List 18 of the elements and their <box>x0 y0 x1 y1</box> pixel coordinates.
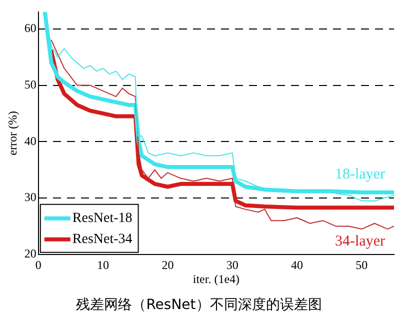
y-tick-label: 60 <box>24 21 36 36</box>
y-tick-label: 50 <box>24 77 36 92</box>
text: 残差网络（ResNet）不同深度的误差图 <box>76 297 322 314</box>
legend-label: ResNet-34 <box>72 232 132 248</box>
annotation: 18-layer <box>335 166 385 182</box>
x-tick-label: 40 <box>291 258 304 272</box>
legend-label: ResNet-18 <box>72 211 132 226</box>
x-tick-label: 0 <box>35 258 42 272</box>
y-tick-label: 30 <box>24 190 36 204</box>
x-tick-label: 20 <box>162 258 174 272</box>
x-tick-label: 30 <box>226 258 238 272</box>
y-tick-label: 20 <box>24 246 36 261</box>
y-axis-title: error (%) <box>5 111 20 156</box>
annotation: 34-layer <box>335 234 385 250</box>
x-tick-label: 10 <box>97 258 110 272</box>
x-axis-title: iter. (1e4) <box>192 272 240 286</box>
y-tick-label: 40 <box>24 134 36 148</box>
x-tick-label: 50 <box>356 258 368 272</box>
